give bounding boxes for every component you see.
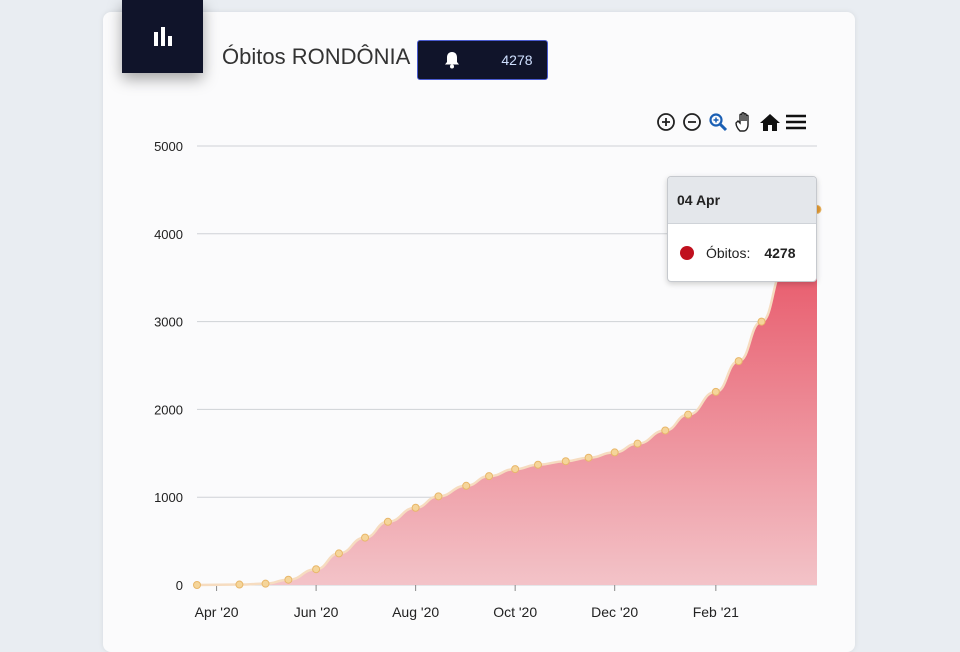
data-point[interactable] [584, 453, 593, 462]
tooltip-value: 4278 [764, 245, 796, 261]
data-point[interactable] [633, 439, 642, 448]
y-tick-label: 3000 [154, 315, 183, 330]
data-point[interactable] [462, 481, 471, 490]
y-tick-label: 5000 [154, 139, 183, 154]
data-point[interactable] [235, 580, 244, 589]
chart-title: Óbitos RONDÔNIA [222, 44, 411, 69]
data-point[interactable] [411, 503, 420, 512]
x-tick-label: Aug '20 [392, 604, 439, 620]
menu-icon[interactable] [785, 110, 807, 134]
x-tick-label: Apr '20 [195, 604, 239, 620]
notification-badge[interactable]: 4278 [417, 40, 548, 80]
x-tick-label: Jun '20 [294, 604, 339, 620]
data-point[interactable] [534, 460, 542, 469]
home-icon[interactable] [759, 110, 781, 134]
y-tick-label: 1000 [154, 490, 183, 505]
data-point[interactable] [261, 579, 270, 588]
x-tick-label: Dec '20 [591, 604, 638, 620]
badge-value: 4278 [501, 52, 533, 68]
data-point[interactable] [334, 549, 343, 558]
data-point[interactable] [284, 575, 293, 584]
x-tick-label: Oct '20 [493, 604, 537, 620]
data-point[interactable] [434, 492, 443, 501]
data-tooltip: 04 Apr Óbitos: 4278 [667, 176, 817, 282]
zoom-select-icon[interactable] [707, 110, 729, 134]
data-point[interactable] [610, 448, 619, 457]
tooltip-series-label: Óbitos: [706, 245, 751, 261]
zoom-in-icon[interactable] [655, 110, 677, 134]
chart-tile [122, 0, 203, 73]
tooltip-row: Óbitos: 4278 [668, 224, 816, 261]
x-tick-label: Feb '21 [693, 604, 739, 620]
bar-chart-icon [153, 26, 172, 46]
pan-icon[interactable] [733, 110, 755, 134]
data-point[interactable] [757, 317, 766, 326]
data-point[interactable] [711, 387, 720, 396]
chart-toolbar [655, 110, 807, 134]
data-point[interactable] [485, 472, 494, 481]
data-point[interactable] [561, 457, 570, 466]
data-point[interactable] [193, 581, 201, 589]
tooltip-date: 04 Apr [668, 177, 816, 224]
zoom-out-icon[interactable] [681, 110, 703, 134]
y-tick-label: 0 [176, 578, 183, 593]
data-point[interactable] [511, 465, 520, 474]
area-series [197, 209, 817, 585]
data-point[interactable] [734, 357, 743, 366]
data-point[interactable] [661, 426, 670, 435]
series-dot-icon [680, 246, 694, 260]
data-point[interactable] [361, 533, 370, 542]
data-point[interactable] [312, 565, 321, 574]
bell-icon [432, 51, 472, 69]
data-point[interactable] [383, 517, 392, 526]
y-tick-label: 2000 [154, 402, 183, 417]
data-point[interactable] [684, 410, 693, 419]
y-tick-label: 4000 [154, 227, 183, 242]
